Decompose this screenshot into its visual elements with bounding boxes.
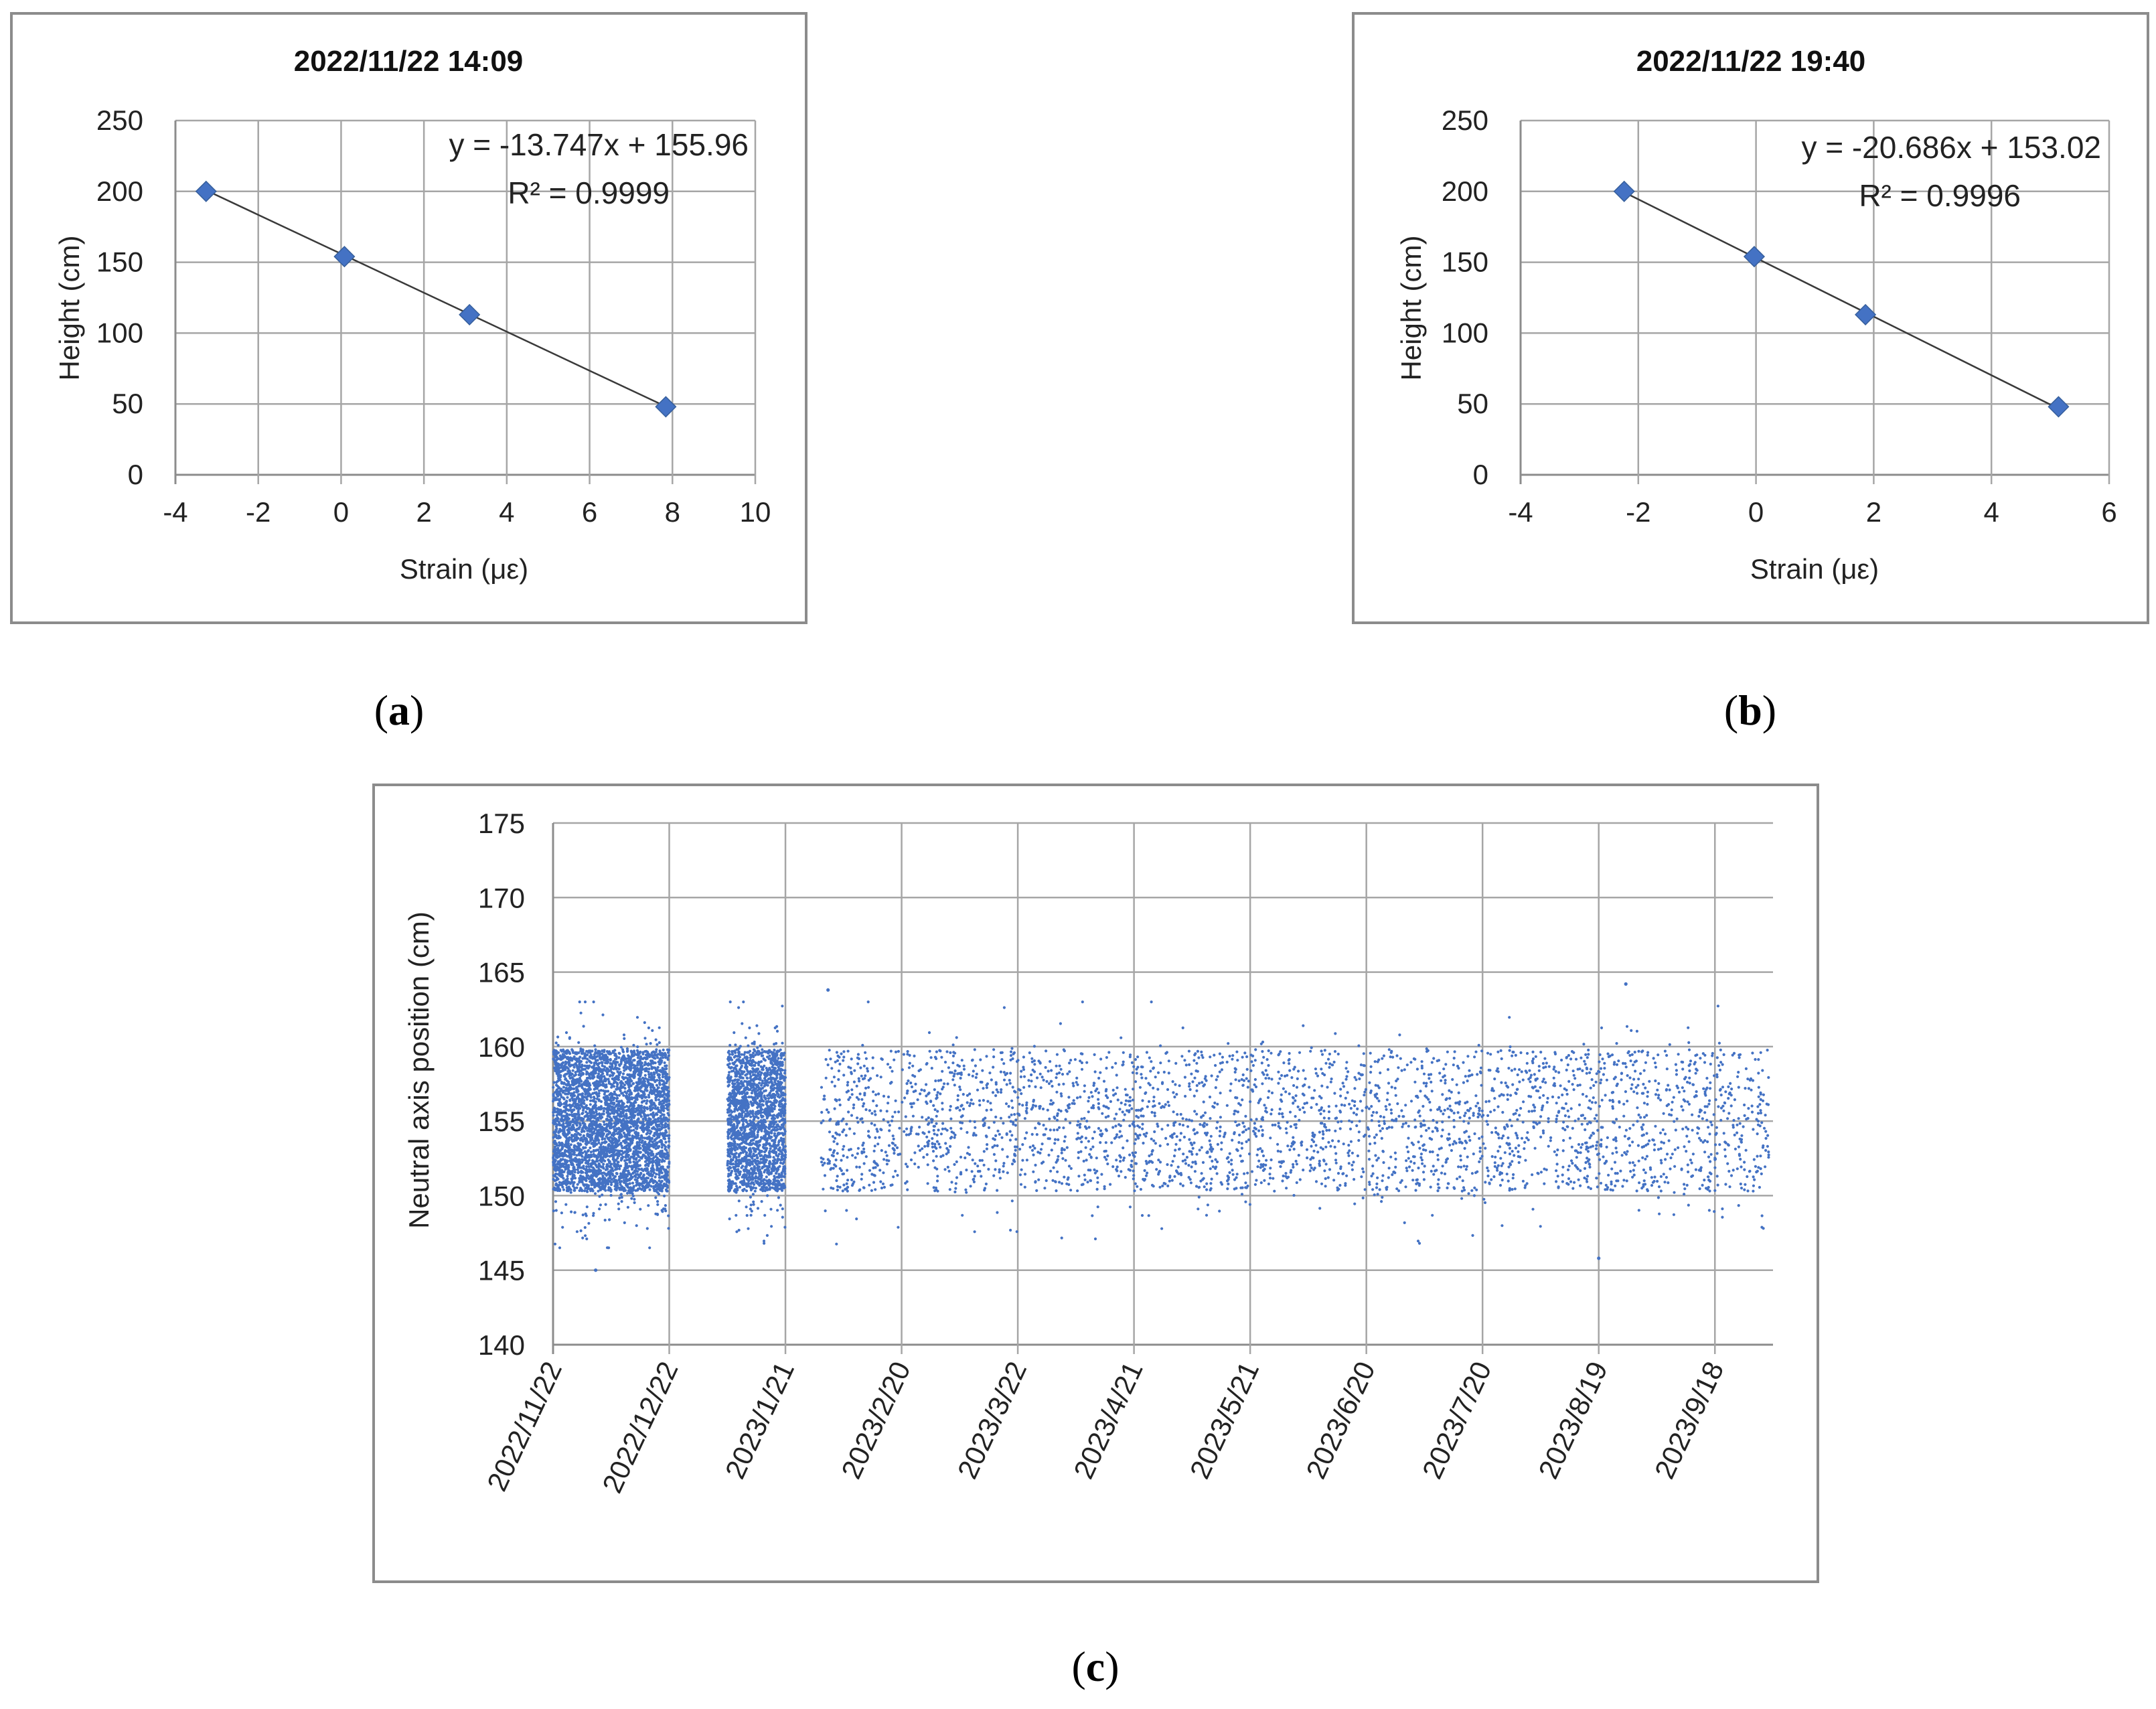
chart-c-outlier-3 xyxy=(1624,982,1628,986)
panel-label-b-text: b xyxy=(1738,686,1762,734)
chart-a-xtick-4: 4 xyxy=(499,496,514,528)
chart-c-ytick-2: 150 xyxy=(478,1180,525,1211)
chart-a-point-2 xyxy=(459,303,481,325)
panel-label-c: (c) xyxy=(1071,1643,1119,1690)
chart-a-ytick-3: 150 xyxy=(96,246,143,278)
chart-c-outlier-2 xyxy=(826,988,830,992)
chart-b-equation: y = -20.686x + 153.02 xyxy=(1801,130,2101,165)
chart-c-ytick-3: 155 xyxy=(478,1106,525,1137)
chart-c-scatter-cloud xyxy=(552,1000,1770,1250)
chart-c-marks xyxy=(552,982,1770,1272)
chart-a-equation: y = -13.747x + 155.96 xyxy=(449,127,749,162)
chart-c-ytick-4: 160 xyxy=(478,1031,525,1063)
chart-b: 2022/11/22 19:40 0 50 100 150 200 250 -4 -2 0 2 4 6… xyxy=(1352,12,2149,624)
chart-a-xtick-0: -4 xyxy=(163,496,187,528)
chart-b-frame xyxy=(1352,12,2149,624)
chart-b-ytick-4: 200 xyxy=(1442,175,1488,207)
chart-a-ytick-4: 200 xyxy=(96,175,143,207)
chart-c-ytick-0: 140 xyxy=(478,1329,525,1361)
chart-a-xtick-7: 10 xyxy=(740,496,771,528)
chart-a-xtick-2: 0 xyxy=(333,496,349,528)
chart-b-xtick-0: -4 xyxy=(1508,496,1533,528)
chart-b-ytick-2: 100 xyxy=(1442,317,1488,348)
chart-b-xtick-2: 0 xyxy=(1748,496,1764,528)
chart-a-frame xyxy=(10,12,807,624)
chart-a-grid: 0 50 100 150 200 250 -4 -2 0 2 4 6 8 10 xyxy=(96,104,771,528)
chart-a-xtick-6: 8 xyxy=(665,496,680,528)
chart-b-ylabel: Height (cm) xyxy=(1395,235,1427,380)
chart-a-marks xyxy=(195,180,677,418)
chart-b-r2: R² = 0.9996 xyxy=(1859,178,2021,213)
chart-b-grid: 0 50 100 150 200 250 -4 -2 0 2 4 6 xyxy=(1442,104,2117,528)
chart-a-ytick-0: 0 xyxy=(128,459,143,490)
chart-a-title: 2022/11/22 14:09 xyxy=(294,45,524,78)
chart-b-ytick-1: 50 xyxy=(1457,388,1488,419)
chart-b-point-2 xyxy=(1855,303,1877,325)
chart-a-point-0 xyxy=(195,180,217,202)
chart-a-ytick-1: 50 xyxy=(112,388,143,419)
chart-a-r2: R² = 0.9999 xyxy=(508,175,670,210)
chart-b-point-0 xyxy=(1613,180,1635,202)
chart-b-point-1 xyxy=(1743,246,1766,268)
chart-c-ytick-1: 145 xyxy=(478,1255,525,1286)
chart-b-title: 2022/11/22 19:40 xyxy=(1636,45,1866,78)
chart-b-xtick-1: -2 xyxy=(1626,496,1650,528)
chart-b-xtick-5: 6 xyxy=(2101,496,2116,528)
chart-b-point-3 xyxy=(2048,396,2070,418)
chart-b-marks xyxy=(1613,180,2070,418)
chart-a-point-3 xyxy=(655,396,677,418)
chart-a-ytick-2: 100 xyxy=(96,317,143,348)
chart-a-xtick-1: -2 xyxy=(246,496,271,528)
chart-a-trendline xyxy=(206,190,666,408)
panel-label-a-text: a xyxy=(388,686,410,734)
panel-label-a: (a) xyxy=(374,686,425,734)
chart-b-ytick-0: 0 xyxy=(1473,459,1488,490)
chart-c-frame xyxy=(372,784,1819,1583)
chart-a: 2022/11/22 14:09 0 50 100 150 200 250 -4 -2 0 2 4 6… xyxy=(10,12,807,624)
chart-b-ytick-5: 250 xyxy=(1442,104,1488,136)
chart-b-xtick-4: 4 xyxy=(1984,496,1999,528)
chart-a-ylabel: Height (cm) xyxy=(54,235,85,380)
chart-c-outlier-1 xyxy=(1597,1256,1601,1260)
chart-a-xtick-5: 6 xyxy=(582,496,597,528)
chart-c-ytick-7: 175 xyxy=(478,808,525,839)
panel-label-b: (b) xyxy=(1724,686,1776,734)
chart-c-ylabel: Neutral axis position (cm) xyxy=(403,911,435,1229)
chart-a-ytick-5: 250 xyxy=(96,104,143,136)
chart-a-xlabel: Strain (με) xyxy=(400,553,528,585)
chart-c-ytick-5: 165 xyxy=(478,957,525,988)
chart-a-point-1 xyxy=(333,246,356,268)
chart-b-xtick-3: 2 xyxy=(1866,496,1881,528)
chart-a-xtick-3: 2 xyxy=(416,496,431,528)
chart-c-outlier-0 xyxy=(594,1268,598,1272)
chart-b-xlabel: Strain (με) xyxy=(1750,553,1879,585)
panel-label-c-text: c xyxy=(1086,1643,1105,1690)
chart-b-ytick-3: 150 xyxy=(1442,246,1488,278)
chart-c-ytick-6: 170 xyxy=(478,882,525,913)
chart-b-trendline xyxy=(1624,192,2059,410)
